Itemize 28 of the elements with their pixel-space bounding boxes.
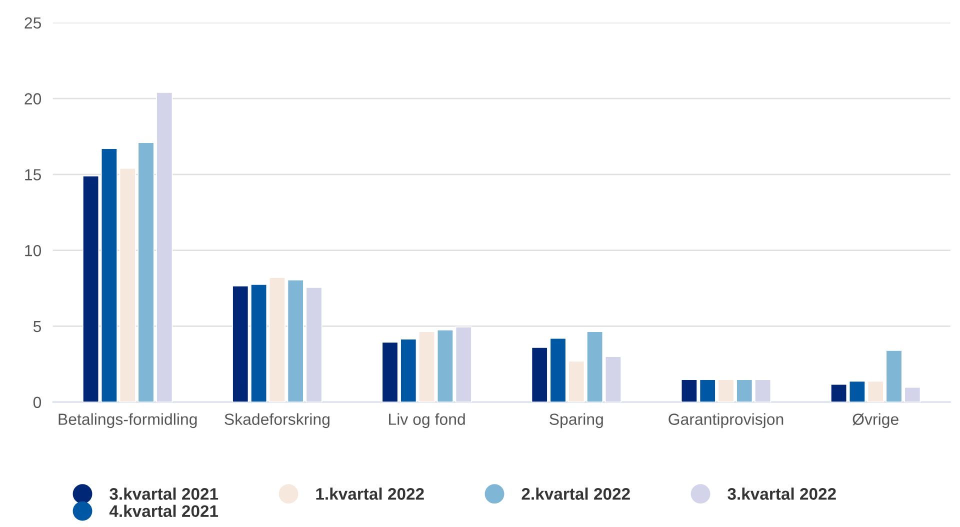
legend-label: 4.kvartal 2021 [109, 504, 218, 518]
y-tick-label: 10 [25, 244, 42, 256]
legend-label: 2.kvartal 2022 [522, 488, 630, 500]
bar [848, 380, 866, 402]
x-tick-label: Liv og fond [389, 413, 465, 428]
y-tick-label: 0 [33, 396, 42, 408]
bar [250, 284, 268, 402]
x-tick-label: Garantiprovisjon [668, 413, 784, 428]
legend-label: 1.kvartal 2022 [316, 488, 424, 500]
y-tick-label: 15 [25, 169, 42, 180]
x-tick-label: Sparing [550, 413, 603, 428]
legend-label: 3.kvartal 2022 [728, 488, 836, 500]
y-tick-label: 5 [33, 321, 42, 332]
bar [232, 286, 249, 402]
x-tick-label: Øvrige [852, 413, 898, 428]
bar [436, 330, 454, 402]
bar [100, 148, 118, 402]
bar [82, 176, 100, 402]
bar [830, 384, 848, 402]
y-tick-label: 20 [24, 93, 42, 104]
legend-label: 3.kvartal 2021 [110, 488, 218, 500]
x-tick-label: Betalings-formidling [58, 413, 197, 428]
bar [586, 331, 604, 402]
bar [268, 277, 286, 402]
y-tick-label: 25 [24, 17, 42, 29]
x-tick-label: Skadeforskring [224, 413, 330, 428]
bar [418, 331, 436, 402]
bar [680, 379, 698, 402]
